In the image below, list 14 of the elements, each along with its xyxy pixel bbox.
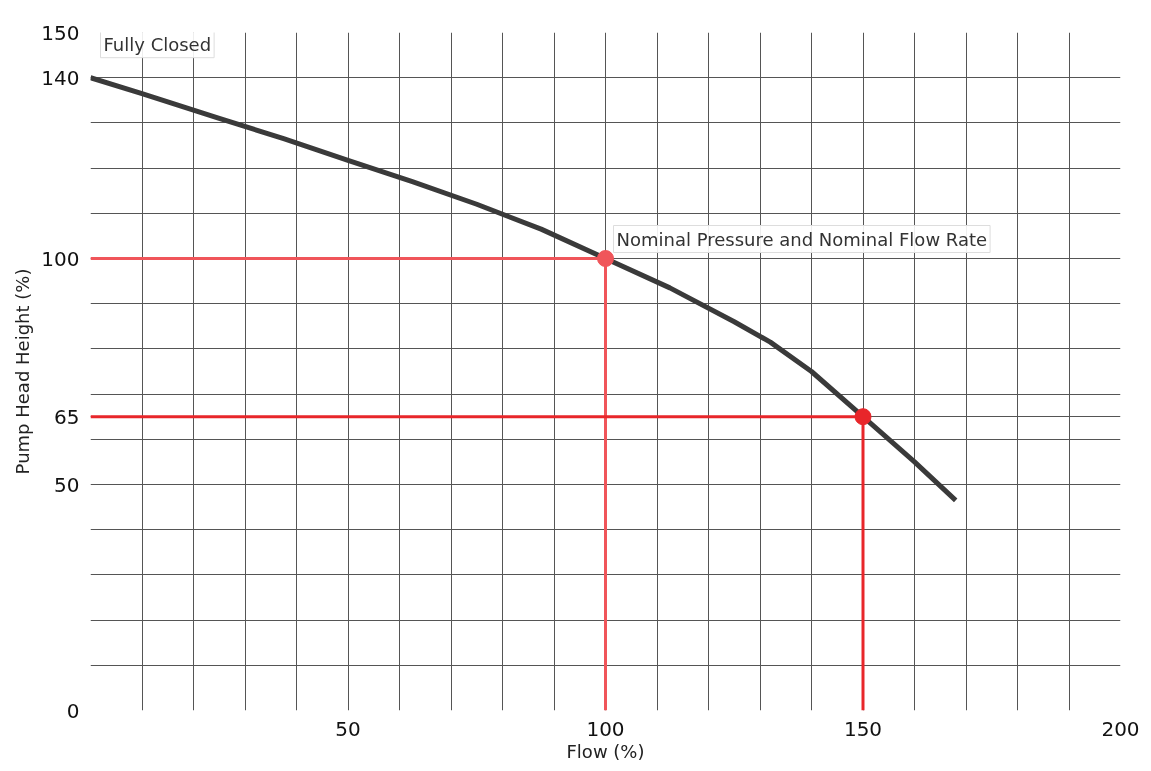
- x-axis-title: Flow (%): [566, 740, 645, 762]
- y-tick-label: 0: [66, 698, 80, 723]
- y-tick-label: 65: [54, 404, 80, 429]
- y-tick-label: 50: [54, 472, 80, 497]
- annotation: Nominal Pressure and Nominal Flow Rate: [616, 228, 988, 250]
- y-tick-label: 150: [41, 20, 80, 45]
- x-tick-label: 50: [335, 716, 361, 741]
- y-tick-label: 100: [41, 246, 80, 271]
- annotation: Fully Closed: [103, 33, 212, 55]
- x-tick-label: 150: [843, 716, 883, 741]
- x-tick-label: 100: [586, 716, 625, 741]
- y-tick-label: 140: [41, 65, 80, 90]
- x-tick-label: 200: [1101, 716, 1140, 741]
- y-axis-title: Pump Head Height (%): [12, 268, 34, 475]
